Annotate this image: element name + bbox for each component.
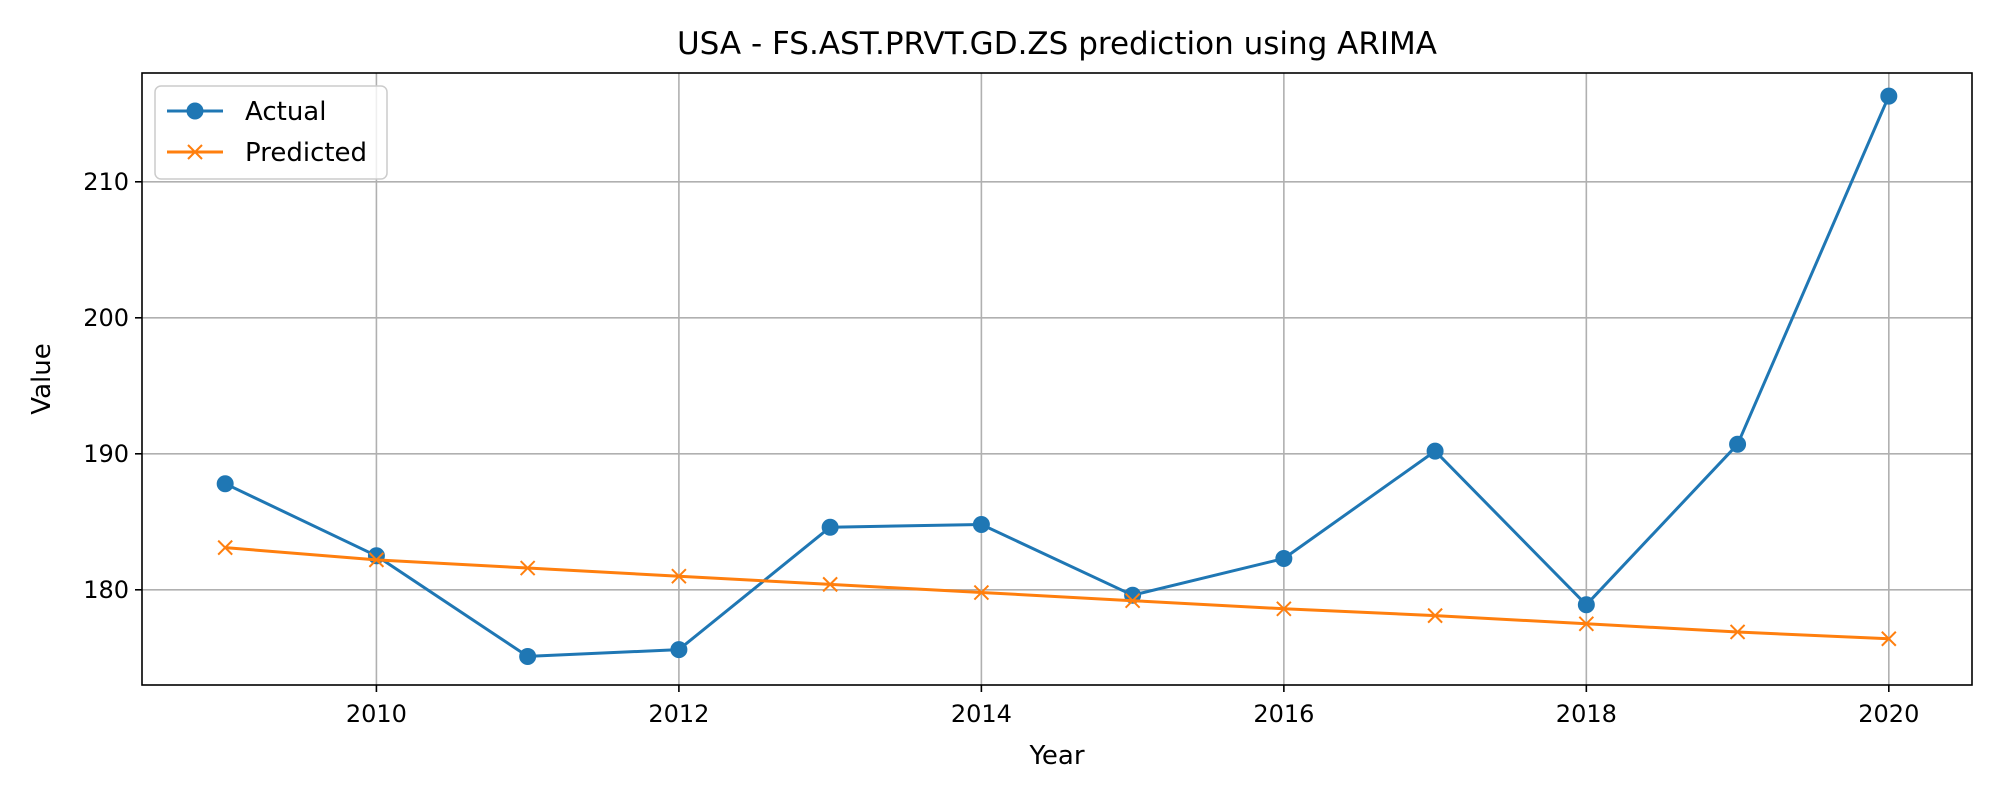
data-point-predicted (368, 552, 385, 568)
data-point-predicted (1729, 624, 1746, 640)
marker-stroke (973, 584, 990, 601)
marker-stroke (1729, 624, 1746, 640)
grid (142, 73, 1972, 685)
series-actual (216, 87, 1898, 665)
marker-stroke (1881, 631, 1897, 647)
legend-box (154, 85, 388, 180)
marker-stroke (822, 576, 838, 593)
x-tick-label: 2014 (951, 700, 1012, 728)
data-point-actual (1729, 435, 1747, 453)
marker-stroke (187, 144, 203, 160)
data-point-actual (1275, 550, 1293, 568)
marker-stroke (368, 552, 385, 568)
series-line-actual (224, 95, 1891, 658)
data-point-predicted (822, 576, 838, 593)
data-point-predicted (1881, 631, 1897, 647)
marker-stroke (1276, 601, 1292, 617)
marker-stroke (1427, 607, 1443, 624)
y-tick-label: 210 (83, 168, 129, 196)
data-point-actual (972, 516, 990, 534)
legend-marker-actual (186, 102, 204, 120)
data-point-predicted (519, 560, 536, 576)
marker-stroke (217, 539, 233, 556)
data-point-actual (1426, 442, 1444, 460)
chart-title: USA - FS.AST.PRVT.GD.ZS prediction using… (677, 26, 1437, 62)
y-tick-label: 190 (83, 440, 129, 468)
series-layer (216, 87, 1898, 665)
marker-stroke (671, 568, 687, 584)
x-tick-label: 2010 (346, 700, 407, 728)
data-point-predicted (1578, 616, 1595, 632)
series-predicted (217, 539, 1897, 647)
legend-label-actual: Actual (245, 97, 326, 127)
data-point-predicted (1427, 607, 1443, 624)
data-point-predicted (217, 539, 233, 556)
x-axis-label: Year (1028, 741, 1084, 771)
data-point-actual (670, 641, 688, 659)
data-point-predicted (973, 584, 990, 601)
x-tick-label: 2012 (648, 700, 709, 728)
data-point-predicted (1124, 592, 1141, 609)
y-axis-label: Value (27, 343, 57, 414)
data-point-actual (216, 475, 234, 493)
marker-stroke (1578, 616, 1595, 632)
data-point-actual (821, 518, 839, 536)
legend-marker-predicted (187, 144, 203, 160)
y-tick-label: 180 (83, 576, 129, 604)
data-point-predicted (671, 568, 687, 584)
marker-stroke (519, 560, 536, 576)
data-point-predicted (1276, 601, 1292, 617)
plot-frame (141, 72, 1973, 686)
legend-label-predicted: Predicted (245, 138, 367, 168)
x-tick-label: 2020 (1858, 700, 1919, 728)
data-point-actual (519, 647, 537, 665)
y-tick-label: 200 (83, 304, 129, 332)
x-tick-label: 2016 (1253, 700, 1314, 728)
data-point-actual (1880, 87, 1898, 105)
legend-entry-actual: Actual (167, 97, 326, 127)
series-line-predicted (225, 546, 1889, 641)
plot-background (142, 73, 1972, 685)
ticks: 2010 2012 2014 2016 2018 2020 180 190 200 210 (83, 168, 1919, 728)
x-tick-label: 2018 (1556, 700, 1617, 728)
marker-stroke (1124, 592, 1141, 609)
legend-entry-predicted: Predicted (167, 138, 367, 168)
legend: Actual Predicted (154, 85, 388, 180)
data-point-actual (1577, 596, 1595, 614)
